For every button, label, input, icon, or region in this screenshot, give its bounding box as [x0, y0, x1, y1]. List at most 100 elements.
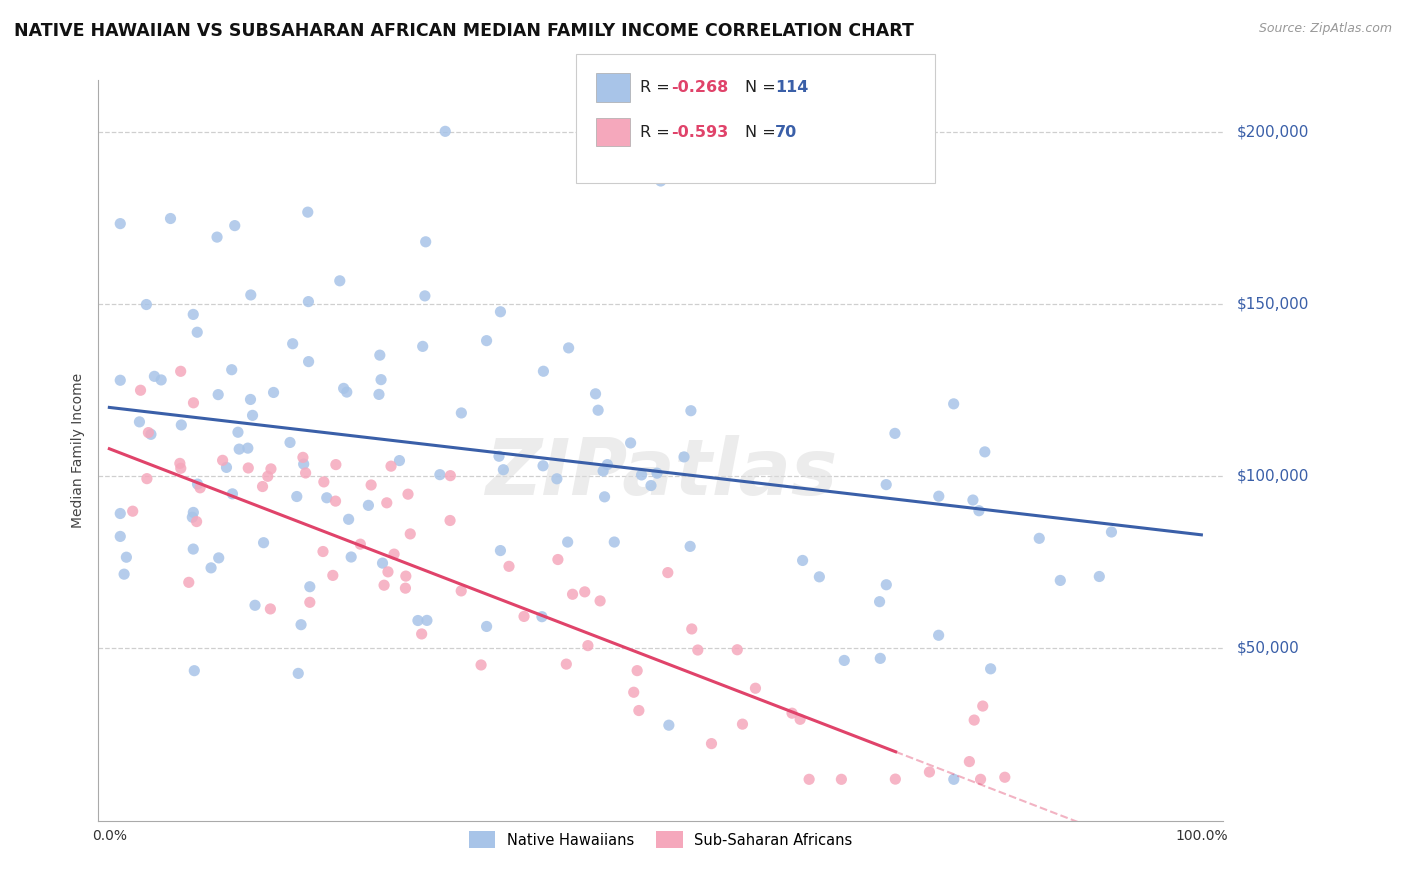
- Point: [884, 772, 907, 786]
- Point: [626, 664, 648, 678]
- Text: $150,000: $150,000: [1237, 297, 1309, 311]
- Point: [259, 602, 281, 616]
- Point: [450, 406, 472, 420]
- Point: [797, 772, 820, 787]
- Point: [380, 459, 402, 474]
- Point: [110, 529, 132, 543]
- Point: [188, 481, 211, 495]
- Point: [657, 566, 679, 580]
- Point: [513, 609, 536, 624]
- Point: [298, 595, 321, 609]
- Point: [832, 653, 855, 667]
- Point: [413, 289, 436, 303]
- Point: [928, 628, 950, 642]
- Point: [627, 704, 650, 718]
- Point: [396, 487, 419, 501]
- Point: [290, 617, 312, 632]
- Point: [312, 544, 335, 558]
- Point: [875, 477, 897, 491]
- Point: [488, 449, 510, 463]
- Legend: Native Hawaiians, Sub-Saharan Africans: Native Hawaiians, Sub-Saharan Africans: [464, 826, 858, 854]
- Text: NATIVE HAWAIIAN VS SUBSAHARAN AFRICAN MEDIAN FAMILY INCOME CORRELATION CHART: NATIVE HAWAIIAN VS SUBSAHARAN AFRICAN ME…: [14, 22, 914, 40]
- Point: [994, 770, 1017, 784]
- Point: [942, 397, 965, 411]
- Point: [957, 755, 980, 769]
- Point: [673, 450, 696, 464]
- Point: [1028, 532, 1050, 546]
- Point: [439, 514, 461, 528]
- Point: [208, 550, 231, 565]
- Point: [170, 461, 193, 475]
- Point: [492, 463, 515, 477]
- Point: [967, 504, 990, 518]
- Point: [177, 575, 200, 590]
- Point: [596, 458, 619, 472]
- Point: [322, 568, 344, 582]
- Point: [557, 341, 579, 355]
- Point: [1088, 569, 1111, 583]
- Point: [416, 614, 439, 628]
- Point: [973, 445, 995, 459]
- Point: [388, 453, 411, 467]
- Point: [181, 542, 204, 557]
- Point: [382, 547, 405, 561]
- Point: [332, 381, 354, 395]
- Point: [686, 643, 709, 657]
- Point: [603, 535, 626, 549]
- Point: [183, 505, 205, 519]
- Point: [128, 415, 150, 429]
- Point: [592, 464, 614, 478]
- Text: Source: ZipAtlas.com: Source: ZipAtlas.com: [1258, 22, 1392, 36]
- Point: [555, 657, 578, 672]
- Point: [228, 442, 250, 456]
- Point: [200, 561, 222, 575]
- Point: [475, 619, 498, 633]
- Point: [181, 307, 204, 321]
- Point: [928, 489, 950, 503]
- Point: [138, 425, 160, 440]
- Point: [450, 583, 472, 598]
- Point: [285, 490, 308, 504]
- Point: [972, 699, 994, 714]
- Point: [236, 441, 259, 455]
- Point: [530, 609, 553, 624]
- Point: [325, 458, 347, 472]
- Point: [211, 453, 233, 467]
- Point: [531, 364, 554, 378]
- Point: [143, 369, 166, 384]
- Point: [183, 664, 205, 678]
- Point: [679, 540, 702, 554]
- Point: [406, 614, 429, 628]
- Point: [336, 385, 359, 400]
- Point: [315, 491, 337, 505]
- Point: [110, 373, 132, 387]
- Point: [585, 386, 607, 401]
- Point: [186, 325, 208, 339]
- Point: [135, 472, 157, 486]
- Point: [884, 426, 907, 441]
- Text: N =: N =: [745, 80, 782, 95]
- Point: [411, 627, 433, 641]
- Point: [375, 496, 398, 510]
- Point: [368, 348, 391, 362]
- Point: [298, 580, 321, 594]
- Point: [780, 706, 803, 721]
- Text: $200,000: $200,000: [1237, 124, 1309, 139]
- Point: [630, 467, 652, 482]
- Point: [576, 639, 599, 653]
- Point: [547, 552, 569, 566]
- Point: [434, 124, 457, 138]
- Point: [792, 553, 814, 567]
- Point: [394, 581, 416, 595]
- Point: [371, 556, 394, 570]
- Point: [1101, 524, 1123, 539]
- Point: [679, 403, 702, 417]
- Point: [242, 409, 264, 423]
- Point: [475, 334, 498, 348]
- Point: [640, 478, 662, 492]
- Point: [170, 417, 193, 432]
- Point: [589, 594, 612, 608]
- Point: [256, 469, 278, 483]
- Point: [808, 570, 831, 584]
- Point: [415, 235, 437, 249]
